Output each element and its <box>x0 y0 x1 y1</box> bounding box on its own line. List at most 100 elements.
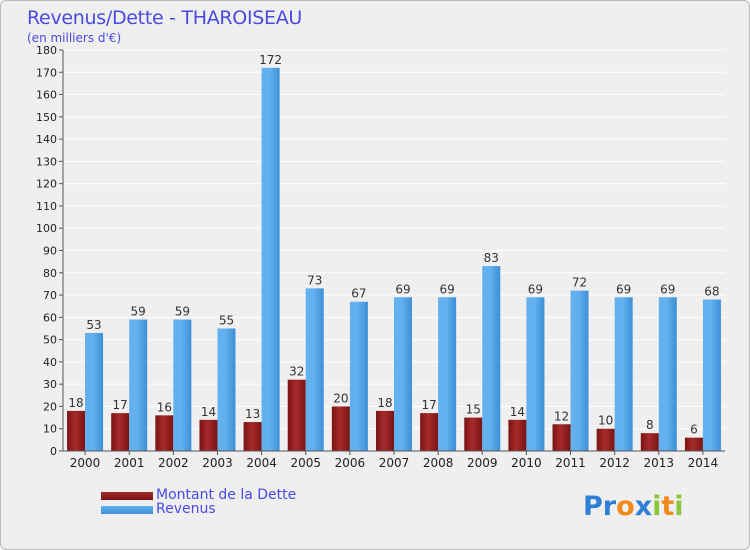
x-tick-label: 2014 <box>688 456 719 470</box>
bar-revenue-2014 <box>702 299 721 451</box>
y-tick-label: 80 <box>43 267 57 280</box>
x-tick-label: 2002 <box>158 456 189 470</box>
x-tick-label: 2009 <box>467 456 498 470</box>
bar-revenue-2006 <box>349 301 368 451</box>
bar-label-revenue-2004: 172 <box>259 53 282 67</box>
y-tick-label: 60 <box>43 311 57 324</box>
bar-label-debt-2004: 13 <box>245 407 260 421</box>
y-tick-label: 90 <box>43 245 57 258</box>
bar-label-debt-2001: 17 <box>113 398 128 412</box>
bar-label-revenue-2006: 67 <box>351 287 366 301</box>
bars <box>67 67 721 452</box>
proxiti-logo: Proxiti <box>583 491 684 522</box>
x-tick-label: 2012 <box>599 456 630 470</box>
logo-letter: i <box>674 491 684 522</box>
logo-letter: r <box>602 491 617 522</box>
bar-debt-2010 <box>508 419 527 451</box>
bar-debt-2013 <box>640 433 659 451</box>
x-tick-label: 2008 <box>423 456 454 470</box>
logo-letter: o <box>616 491 635 522</box>
bar-revenue-2000 <box>85 332 104 451</box>
chart-title: Revenus/Dette - THAROISEAU <box>27 7 303 29</box>
y-tick-label: 40 <box>43 356 57 369</box>
logo-letter: t <box>661 491 675 522</box>
bar-debt-2001 <box>111 413 130 451</box>
bar-revenue-2007 <box>394 297 412 451</box>
bar-label-revenue-2012: 69 <box>616 282 631 296</box>
y-tick-label: 70 <box>43 289 57 302</box>
bar-revenue-2001 <box>129 319 148 451</box>
bar-revenue-2003 <box>217 328 236 451</box>
bar-label-debt-2005: 32 <box>289 365 304 379</box>
legend-swatch-revenue <box>101 506 153 514</box>
x-tick-label: 2003 <box>202 456 233 470</box>
bar-label-revenue-2003: 55 <box>219 313 234 327</box>
bar-label-debt-2013: 8 <box>646 418 654 432</box>
y-tick-label: 30 <box>43 378 57 391</box>
bar-label-debt-2007: 18 <box>377 396 392 410</box>
legend-label-revenue: Revenus <box>156 501 216 517</box>
bar-debt-2009 <box>464 417 483 451</box>
bar-debt-2004 <box>243 422 262 451</box>
bar-label-debt-2010: 14 <box>510 405 525 419</box>
bar-revenue-2010 <box>526 297 545 451</box>
bar-debt-2005 <box>287 379 306 451</box>
y-tick-label: 130 <box>36 155 57 168</box>
x-tick-label: 2013 <box>644 456 675 470</box>
x-tick-label: 2010 <box>511 456 542 470</box>
y-tick-label: 100 <box>36 222 57 235</box>
x-tick-label: 2000 <box>70 456 101 470</box>
x-tick-label: 2001 <box>114 456 145 470</box>
bar-label-revenue-2007: 69 <box>395 282 410 296</box>
bar-label-debt-2008: 17 <box>421 398 436 412</box>
bar-debt-2002 <box>155 415 174 451</box>
bar-revenue-2004 <box>261 67 280 452</box>
bar-revenue-2009 <box>482 266 501 451</box>
x-tick-label: 2006 <box>335 456 366 470</box>
bar-debt-2008 <box>420 413 439 451</box>
bar-label-debt-2014: 6 <box>690 423 698 437</box>
bar-label-revenue-2005: 73 <box>307 273 322 287</box>
y-tick-label: 20 <box>43 400 57 413</box>
x-axis-ticks: 2000 2001 2002 2003 2004 2005 2006 2007 2008 2009… <box>70 451 718 470</box>
x-tick-label: 2005 <box>290 456 321 470</box>
chart-subtitle: (en milliers d'€) <box>27 31 122 45</box>
y-tick-label: 180 <box>36 44 57 57</box>
logo-letter: P <box>583 491 603 522</box>
bar-label-debt-2000: 18 <box>68 396 83 410</box>
legend-swatch-debt <box>101 492 153 500</box>
bar-debt-2014 <box>684 437 703 451</box>
bar-label-revenue-2000: 53 <box>86 318 101 332</box>
bar-revenue-2005 <box>305 288 324 451</box>
logo-letter: x <box>634 491 653 522</box>
x-tick-label: 2004 <box>246 456 277 470</box>
logo-letter: i <box>652 491 662 522</box>
bar-debt-2003 <box>199 419 218 451</box>
bar-debt-2000 <box>67 410 86 451</box>
bar-label-debt-2003: 14 <box>201 405 216 419</box>
y-tick-label: 140 <box>36 133 57 146</box>
bar-revenue-2011 <box>570 290 589 451</box>
bar-label-debt-2006: 20 <box>333 391 348 405</box>
bar-label-debt-2012: 10 <box>598 414 613 428</box>
bar-debt-2011 <box>552 424 571 451</box>
y-tick-label: 150 <box>36 111 57 124</box>
bar-label-revenue-2011: 72 <box>572 276 587 290</box>
bar-revenue-2012 <box>614 297 633 451</box>
bar-label-revenue-2013: 69 <box>660 282 675 296</box>
bar-label-revenue-2014: 68 <box>704 285 719 299</box>
y-tick-label: 50 <box>43 334 57 347</box>
bar-revenue-2008 <box>438 297 457 451</box>
bar-label-revenue-2002: 59 <box>175 305 190 319</box>
y-tick-label: 10 <box>43 423 57 436</box>
bar-label-revenue-2008: 69 <box>439 282 454 296</box>
bar-debt-2007 <box>376 410 394 451</box>
bar-debt-2006 <box>331 406 350 451</box>
x-tick-label: 2011 <box>555 456 586 470</box>
bar-debt-2012 <box>596 428 615 451</box>
y-tick-label: 0 <box>50 445 57 458</box>
y-tick-label: 170 <box>36 66 57 79</box>
x-tick-label: 2007 <box>379 456 410 470</box>
